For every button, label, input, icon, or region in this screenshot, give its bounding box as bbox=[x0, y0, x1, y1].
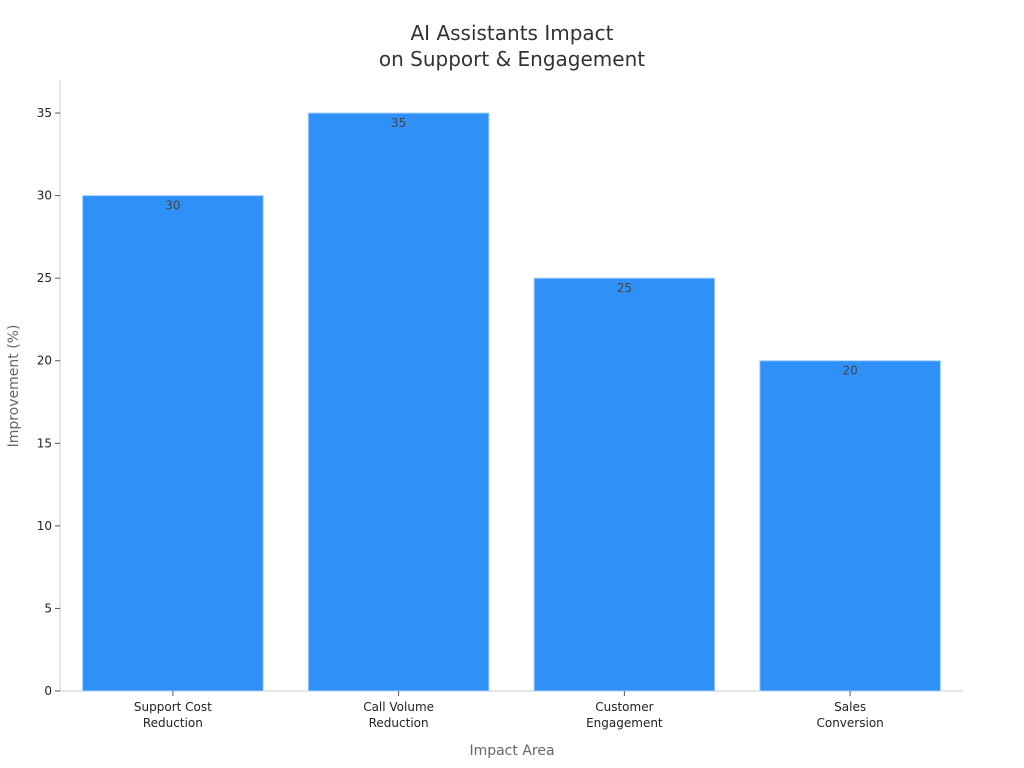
x-tick-label: Reduction bbox=[369, 716, 429, 730]
y-tick-label: 10 bbox=[37, 519, 52, 533]
x-tick-label: Customer bbox=[595, 700, 653, 714]
bar-value-label: 35 bbox=[391, 116, 406, 130]
bar bbox=[82, 195, 264, 692]
bar bbox=[307, 112, 490, 692]
x-axis-label: Impact Area bbox=[469, 743, 554, 759]
x-tick-label: Sales bbox=[834, 700, 866, 714]
chart-title-line-1: AI Assistants Impact bbox=[411, 21, 614, 45]
y-tick-label: 0 bbox=[44, 684, 52, 698]
x-tick-label: Engagement bbox=[586, 716, 663, 730]
chart-title: AI Assistants Impact on Support & Engage… bbox=[379, 21, 645, 71]
x-tick-label: Support Cost bbox=[134, 700, 212, 714]
plot-area: 0 5 10 15 20 25 30 35 30 Support Cost Reduction 35 C… bbox=[37, 80, 963, 730]
chart-title-line-2: on Support & Engagement bbox=[379, 47, 645, 71]
bar-value-label: 20 bbox=[842, 364, 857, 378]
x-tick-label: Call Volume bbox=[363, 700, 434, 714]
y-tick-label: 25 bbox=[37, 271, 52, 285]
y-tick-label: 5 bbox=[44, 601, 52, 615]
bar bbox=[759, 360, 941, 692]
x-tick-label: Conversion bbox=[816, 716, 883, 730]
bar-value-label: 25 bbox=[617, 281, 632, 295]
bar bbox=[533, 277, 716, 692]
x-tick-label: Reduction bbox=[143, 716, 203, 730]
y-tick-label: 30 bbox=[37, 189, 52, 203]
y-tick-label: 35 bbox=[37, 106, 52, 120]
bar-value-label: 30 bbox=[165, 199, 180, 213]
y-axis-label: Improvement (%) bbox=[6, 325, 22, 448]
y-tick-label: 15 bbox=[37, 436, 52, 450]
y-tick-label: 20 bbox=[37, 354, 52, 368]
